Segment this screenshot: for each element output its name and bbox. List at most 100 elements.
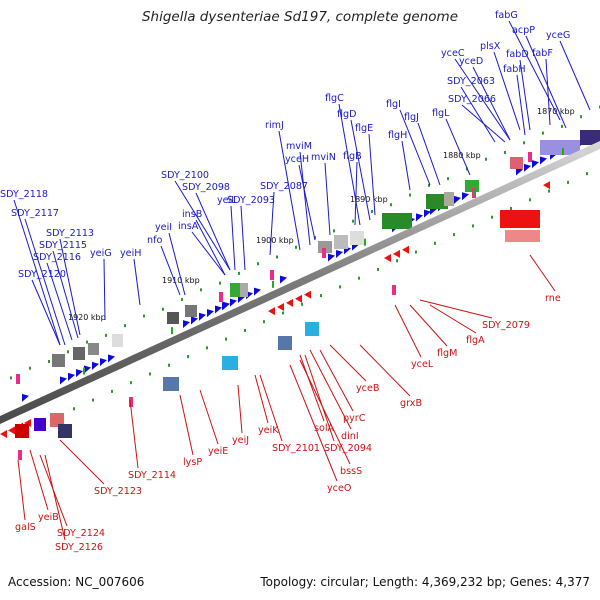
forward-gene-label: SDY_2066	[448, 94, 496, 105]
forward-gene-leader	[240, 205, 246, 271]
minor-tick	[561, 124, 563, 128]
minor-tick	[149, 372, 151, 376]
reverse-gene-label: yceL	[411, 359, 434, 370]
minor-tick	[244, 328, 246, 332]
forward-gene-leader	[559, 40, 591, 111]
forward-gene-label: yeiI	[155, 222, 172, 233]
minor-tick	[580, 115, 582, 119]
minor-tick	[111, 389, 113, 393]
minor-tick	[168, 363, 170, 367]
forward-gene-arrow	[230, 298, 237, 307]
minor-tick	[504, 151, 506, 154]
reverse-gene-label: yceB	[356, 383, 379, 394]
forward-gene-label: insB	[182, 209, 202, 220]
forward-gene-label: flgE	[355, 123, 373, 134]
forward-gene-leader	[230, 205, 236, 271]
forward-gene-leader	[298, 164, 316, 241]
reverse-gene-label: bssS	[340, 466, 362, 477]
forward-gene-label: flgC	[325, 93, 344, 104]
forward-gene-label: acpP	[512, 25, 535, 36]
minor-tick	[472, 224, 474, 228]
forward-gene-arrow	[207, 309, 214, 318]
reverse-gene-arrow	[24, 419, 31, 427]
reverse-gene-leader	[17, 459, 26, 521]
gene-block	[15, 424, 29, 438]
forward-gene-leader	[519, 59, 531, 131]
forward-gene-leader	[368, 133, 376, 216]
minor-tick	[276, 255, 278, 259]
reverse-gene-leader	[237, 384, 243, 434]
minor-tick	[257, 262, 259, 266]
gene-block	[222, 356, 238, 370]
forward-gene-label: SDY_2116	[33, 252, 81, 263]
minor-tick	[415, 250, 417, 254]
forward-gene-leader	[24, 218, 66, 346]
minor-tick	[352, 219, 354, 223]
forward-gene-leader	[460, 86, 496, 143]
forward-gene-label: yceD	[459, 56, 483, 67]
forward-gene-label: flgB	[343, 151, 362, 162]
minor-tick	[409, 193, 411, 197]
forward-gene-arrow	[68, 372, 75, 381]
reverse-gene-leader	[329, 344, 367, 382]
forward-gene-label: fabH	[503, 64, 526, 75]
reverse-gene-arrow	[295, 294, 302, 303]
minor-tick	[377, 267, 379, 271]
minor-tick	[162, 307, 164, 311]
gene-block	[500, 210, 540, 228]
minor-tick	[390, 203, 392, 207]
forward-gene-leader	[168, 232, 186, 296]
forward-gene-label: flgI	[386, 99, 401, 110]
forward-gene-label: SDY_2120	[18, 269, 66, 280]
reverse-gene-label: SDY_2101	[272, 443, 320, 454]
minor-tick	[92, 398, 94, 402]
minor-tick	[219, 281, 221, 285]
minor-tick	[295, 245, 297, 249]
reverse-gene-leader	[29, 449, 49, 511]
forward-gene-label: SDY_2115	[39, 240, 87, 251]
forward-gene-leader	[338, 103, 361, 226]
minor-tick	[339, 285, 341, 289]
pseudo-gene	[528, 152, 532, 162]
reverse-gene-label: dinI	[341, 431, 359, 442]
reverse-gene-leader	[59, 439, 105, 485]
reverse-gene-label: flgA	[466, 335, 485, 346]
minor-tick	[510, 207, 512, 210]
forward-gene-arrow	[532, 160, 539, 169]
pseudo-gene	[270, 270, 274, 280]
forward-gene-leader	[191, 231, 226, 276]
reverse-gene-label: yeiE	[208, 446, 228, 457]
forward-gene-arrow	[454, 195, 461, 204]
forward-gene-leader	[516, 74, 526, 136]
minor-tick	[282, 311, 284, 315]
reverse-gene-leader	[319, 349, 354, 412]
gene-block	[50, 413, 64, 427]
gene-block	[112, 334, 123, 347]
forward-gene-label: flgL	[432, 108, 450, 119]
genome-axis	[0, 141, 600, 424]
minor-tick	[333, 229, 335, 233]
minor-tick	[124, 324, 126, 328]
gene-block	[426, 194, 448, 209]
gene-block	[58, 424, 72, 438]
forward-gene-label: mviN	[311, 152, 336, 163]
gene-block	[240, 283, 248, 297]
forward-gene-label: SDY_2113	[46, 228, 94, 239]
minor-tick	[10, 376, 12, 380]
forward-gene-leader	[508, 20, 561, 121]
minor-tick	[371, 209, 373, 213]
minor-tick	[320, 294, 322, 298]
forward-gene-leader	[354, 161, 358, 226]
reverse-gene-leader	[129, 399, 139, 469]
forward-gene-leader	[59, 238, 81, 336]
reverse-gene-arrow	[402, 245, 409, 254]
forward-gene-arrow	[416, 213, 423, 222]
forward-gene-leader	[401, 140, 411, 191]
gene-block	[334, 235, 348, 249]
minor-tick	[130, 381, 132, 385]
reverse-gene-label: flgM	[437, 348, 457, 359]
forward-gene-leader	[461, 104, 506, 143]
reverse-gene-leader	[299, 359, 351, 465]
forward-gene-arrow	[191, 316, 198, 325]
